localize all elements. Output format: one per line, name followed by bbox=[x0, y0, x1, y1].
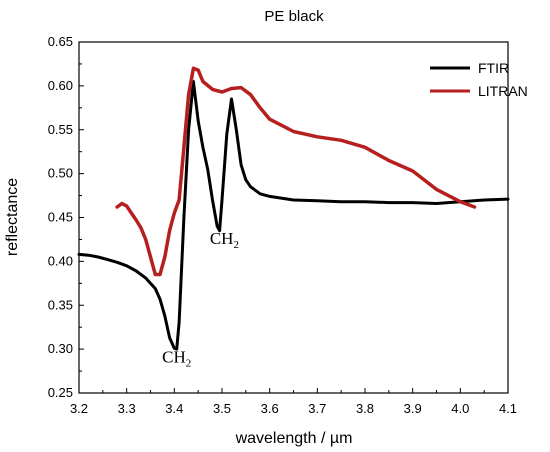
y-tick-label: 0.65 bbox=[48, 34, 73, 49]
y-tick-label: 0.35 bbox=[48, 297, 73, 312]
y-axis-ticks: 0.25 0.30 0.35 0.40 0.45 0.50 0.55 0.60 0.65 bbox=[48, 34, 84, 400]
x-tick-label: 3.8 bbox=[356, 401, 374, 416]
plot-area: 3.2 3.3 3.4 3.5 3.6 3.7 3.8 3.9 4.0 4.1 0.250.300… bbox=[48, 34, 517, 416]
series-line-litran bbox=[115, 66, 477, 277]
x-axis-ticks: 3.2 3.3 3.4 3.5 3.6 3.7 3.8 3.9 4.0 4.1 bbox=[70, 388, 517, 416]
x-tick-label: 4.0 bbox=[451, 401, 469, 416]
x-axis-title: wavelength / µm bbox=[235, 430, 353, 447]
legend-label-ftir: FTIR bbox=[478, 60, 509, 76]
y-tick-label: 0.50 bbox=[48, 166, 73, 181]
y-tick-label: 0.55 bbox=[48, 122, 73, 137]
x-tick-label: 3.2 bbox=[70, 401, 88, 416]
x-tick-label: 3.9 bbox=[404, 401, 422, 416]
x-tick-label: 3.3 bbox=[118, 401, 136, 416]
peak-annotation: CH2 bbox=[162, 347, 191, 369]
x-tick-label: 3.4 bbox=[165, 401, 183, 416]
chart-title: PE black bbox=[264, 8, 324, 25]
y-tick-label: 0.25 bbox=[48, 385, 73, 400]
series-line-ftir bbox=[77, 80, 510, 351]
legend-label-litran: LITRAN bbox=[478, 83, 528, 99]
legend: FTIR LITRAN bbox=[430, 60, 528, 99]
series-group bbox=[77, 66, 510, 351]
x-tick-label: 3.5 bbox=[213, 401, 231, 416]
y-tick-label: 0.60 bbox=[48, 78, 73, 93]
y-tick-label: 0.45 bbox=[48, 210, 73, 225]
x-tick-label: 3.6 bbox=[261, 401, 279, 416]
peak-annotation: CH2 bbox=[210, 229, 239, 251]
plot-frame bbox=[78, 41, 509, 394]
annotation-group: CH2 CH2 bbox=[162, 229, 239, 369]
x-tick-label: 3.7 bbox=[308, 401, 326, 416]
y-axis-title: reflectance bbox=[4, 178, 21, 256]
y-tick-label: 0.40 bbox=[48, 253, 73, 268]
x-tick-label: 4.1 bbox=[499, 401, 517, 416]
y-tick-label: 0.30 bbox=[48, 341, 73, 356]
